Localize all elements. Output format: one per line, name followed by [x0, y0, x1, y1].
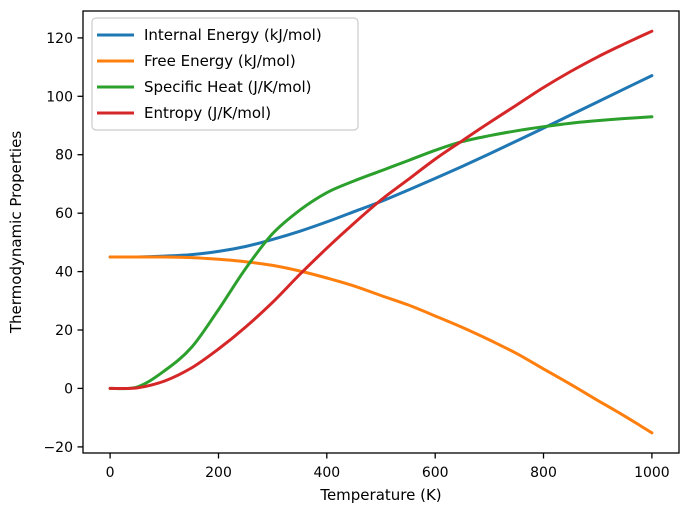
line-free-energy: [108, 255, 654, 435]
legend-label: Internal Energy (kJ/mol): [144, 26, 322, 44]
x-axis-label: Temperature (K): [319, 486, 441, 504]
x-tick-label: 1000: [634, 465, 670, 481]
series-lines: [108, 29, 654, 435]
axes-spines: [82, 10, 680, 454]
y-tick: 60: [55, 206, 83, 222]
line-specific-heat: [108, 115, 654, 391]
x-tick: 0: [106, 453, 115, 481]
legend-entry-free-energy: Free Energy (kJ/mol): [97, 52, 296, 70]
y-tick: 20: [55, 323, 83, 339]
legend-entry-internal-energy: Internal Energy (kJ/mol): [97, 26, 322, 44]
x-tick: 600: [422, 453, 449, 481]
y-tick: 120: [46, 31, 83, 47]
x-tick-label: 400: [313, 465, 340, 481]
y-tick-label: 60: [55, 206, 73, 222]
x-axis: 0 200 400 600 800 1000: [106, 453, 670, 481]
legend-frame: [91, 17, 359, 131]
x-tick-label: 0: [106, 465, 115, 481]
y-tick-label: 80: [55, 148, 73, 164]
y-tick-label: 40: [55, 265, 73, 281]
legend-label: Entropy (J/K/mol): [144, 104, 271, 122]
y-tick-label: 100: [46, 89, 73, 105]
legend-entry-entropy: Entropy (J/K/mol): [97, 104, 271, 122]
legend-label: Free Energy (kJ/mol): [144, 52, 296, 70]
x-tick-label: 800: [530, 465, 557, 481]
line-entropy: [108, 29, 654, 391]
y-axis-label: Thermodynamic Properties: [7, 131, 25, 334]
y-tick: 80: [55, 148, 83, 164]
x-tick: 200: [205, 453, 232, 481]
y-tick: 40: [55, 265, 83, 281]
y-tick-label: 120: [46, 31, 73, 47]
y-tick-label: 0: [64, 381, 73, 397]
x-tick-label: 200: [205, 465, 232, 481]
x-tick: 800: [530, 453, 557, 481]
legend-label: Specific Heat (J/K/mol): [144, 78, 312, 96]
y-tick: −20: [43, 440, 83, 456]
x-tick-label: 600: [422, 465, 449, 481]
y-tick: 0: [64, 381, 83, 397]
legend: Internal Energy (kJ/mol) Free Energy (kJ…: [91, 17, 359, 131]
x-tick: 400: [313, 453, 340, 481]
legend-entry-specific-heat: Specific Heat (J/K/mol): [97, 78, 312, 96]
y-tick: 100: [46, 89, 83, 105]
y-tick-label: 20: [55, 323, 73, 339]
y-axis: −20 0 20 40 60 80: [43, 31, 83, 456]
y-tick-label: −20: [43, 440, 73, 456]
x-tick: 1000: [634, 453, 670, 481]
